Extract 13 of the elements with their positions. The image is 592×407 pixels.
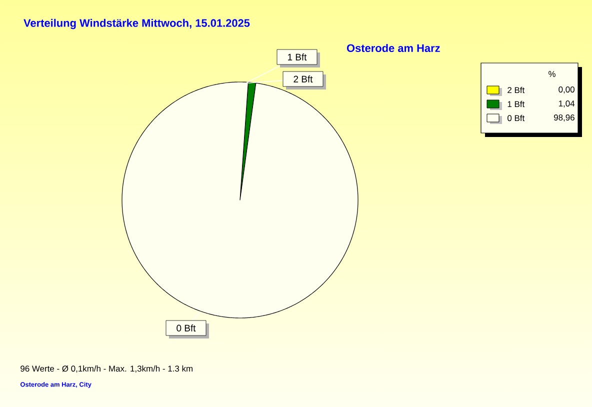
- data-label: 1,04: [558, 100, 575, 108]
- slice-label: 0 Bft: [176, 324, 196, 332]
- chart-subtitle: Osterode am Harz: [346, 44, 440, 52]
- text: 0,00: [558, 86, 574, 94]
- text: 96 Werte - Ø 0,1km/h - Max. 1,3km/h - 1.3 km: [20, 365, 193, 373]
- slice-label: 1 Bft: [288, 54, 307, 60]
- legend-label: 2 Bft: [508, 86, 525, 94]
- legend-label: 1 Bft: [508, 100, 525, 108]
- legend-label: 0 Bft: [508, 114, 525, 122]
- chart-title: Verteilung Windstärke Mittwoch, 15.01.2025: [24, 18, 250, 30]
- data-label: 98,96: [554, 114, 574, 122]
- legend-title: %: [548, 71, 556, 77]
- category-label: 2 Bft: [294, 76, 313, 82]
